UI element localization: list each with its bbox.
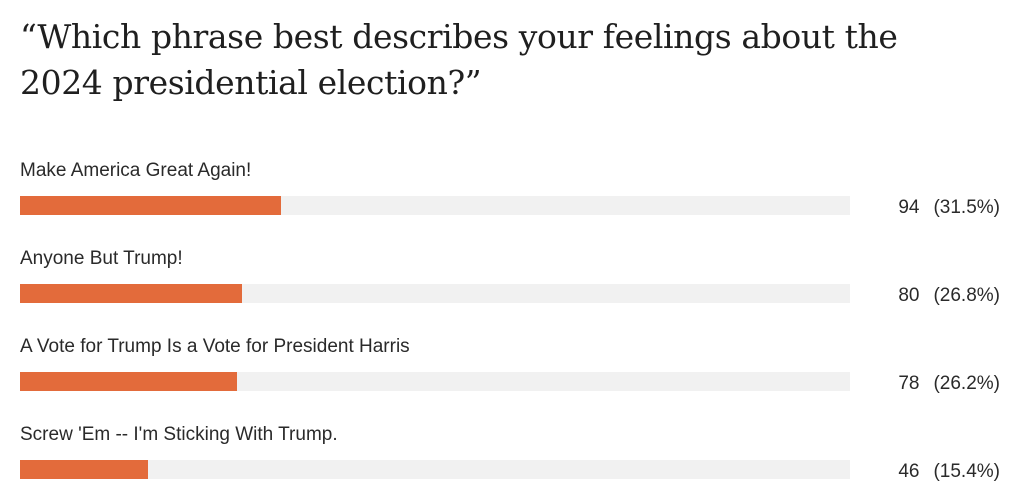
vote-percent: (31.5%) [933, 197, 1000, 218]
option-stats: 80 (26.8%) [898, 284, 1000, 308]
poll-options: Make America Great Again! 94 (31.5%) Anyo… [20, 144, 1000, 496]
result-bar-fill [20, 460, 148, 479]
result-bar-track [20, 284, 850, 303]
poll-option-label: A Vote for Trump Is a Vote for President… [20, 336, 410, 357]
option-stats: 46 (15.4%) [898, 460, 1000, 484]
vote-count: 78 [898, 373, 920, 394]
result-bar-track [20, 460, 850, 479]
result-bar-track [20, 372, 850, 391]
vote-count: 46 [898, 461, 920, 482]
poll-question: “Which phrase best describes your feelin… [20, 17, 898, 102]
poll-option-4[interactable]: Screw 'Em -- I'm Sticking With Trump. 46… [20, 408, 1000, 496]
vote-percent: (26.8%) [933, 285, 1000, 306]
poll-option-3[interactable]: A Vote for Trump Is a Vote for President… [20, 320, 1000, 408]
result-bar-fill [20, 196, 282, 215]
result-bar-fill [20, 284, 243, 303]
poll-option-label: Anyone But Trump! [20, 248, 183, 269]
vote-percent: (26.2%) [933, 373, 1000, 394]
result-bar-fill [20, 372, 238, 391]
option-stats: 78 (26.2%) [898, 372, 1000, 396]
poll-option-1[interactable]: Make America Great Again! 94 (31.5%) [20, 144, 1000, 232]
result-bar-track [20, 196, 850, 215]
poll-option-2[interactable]: Anyone But Trump! 80 (26.8%) [20, 232, 1000, 320]
vote-percent: (15.4%) [933, 461, 1000, 482]
option-stats: 94 (31.5%) [898, 196, 1000, 220]
vote-count: 80 [898, 285, 920, 306]
poll-widget: “Which phrase best describes your feelin… [20, 14, 1000, 482]
poll-option-label: Screw 'Em -- I'm Sticking With Trump. [20, 424, 338, 445]
vote-count: 94 [898, 197, 920, 218]
poll-option-label: Make America Great Again! [20, 160, 252, 181]
